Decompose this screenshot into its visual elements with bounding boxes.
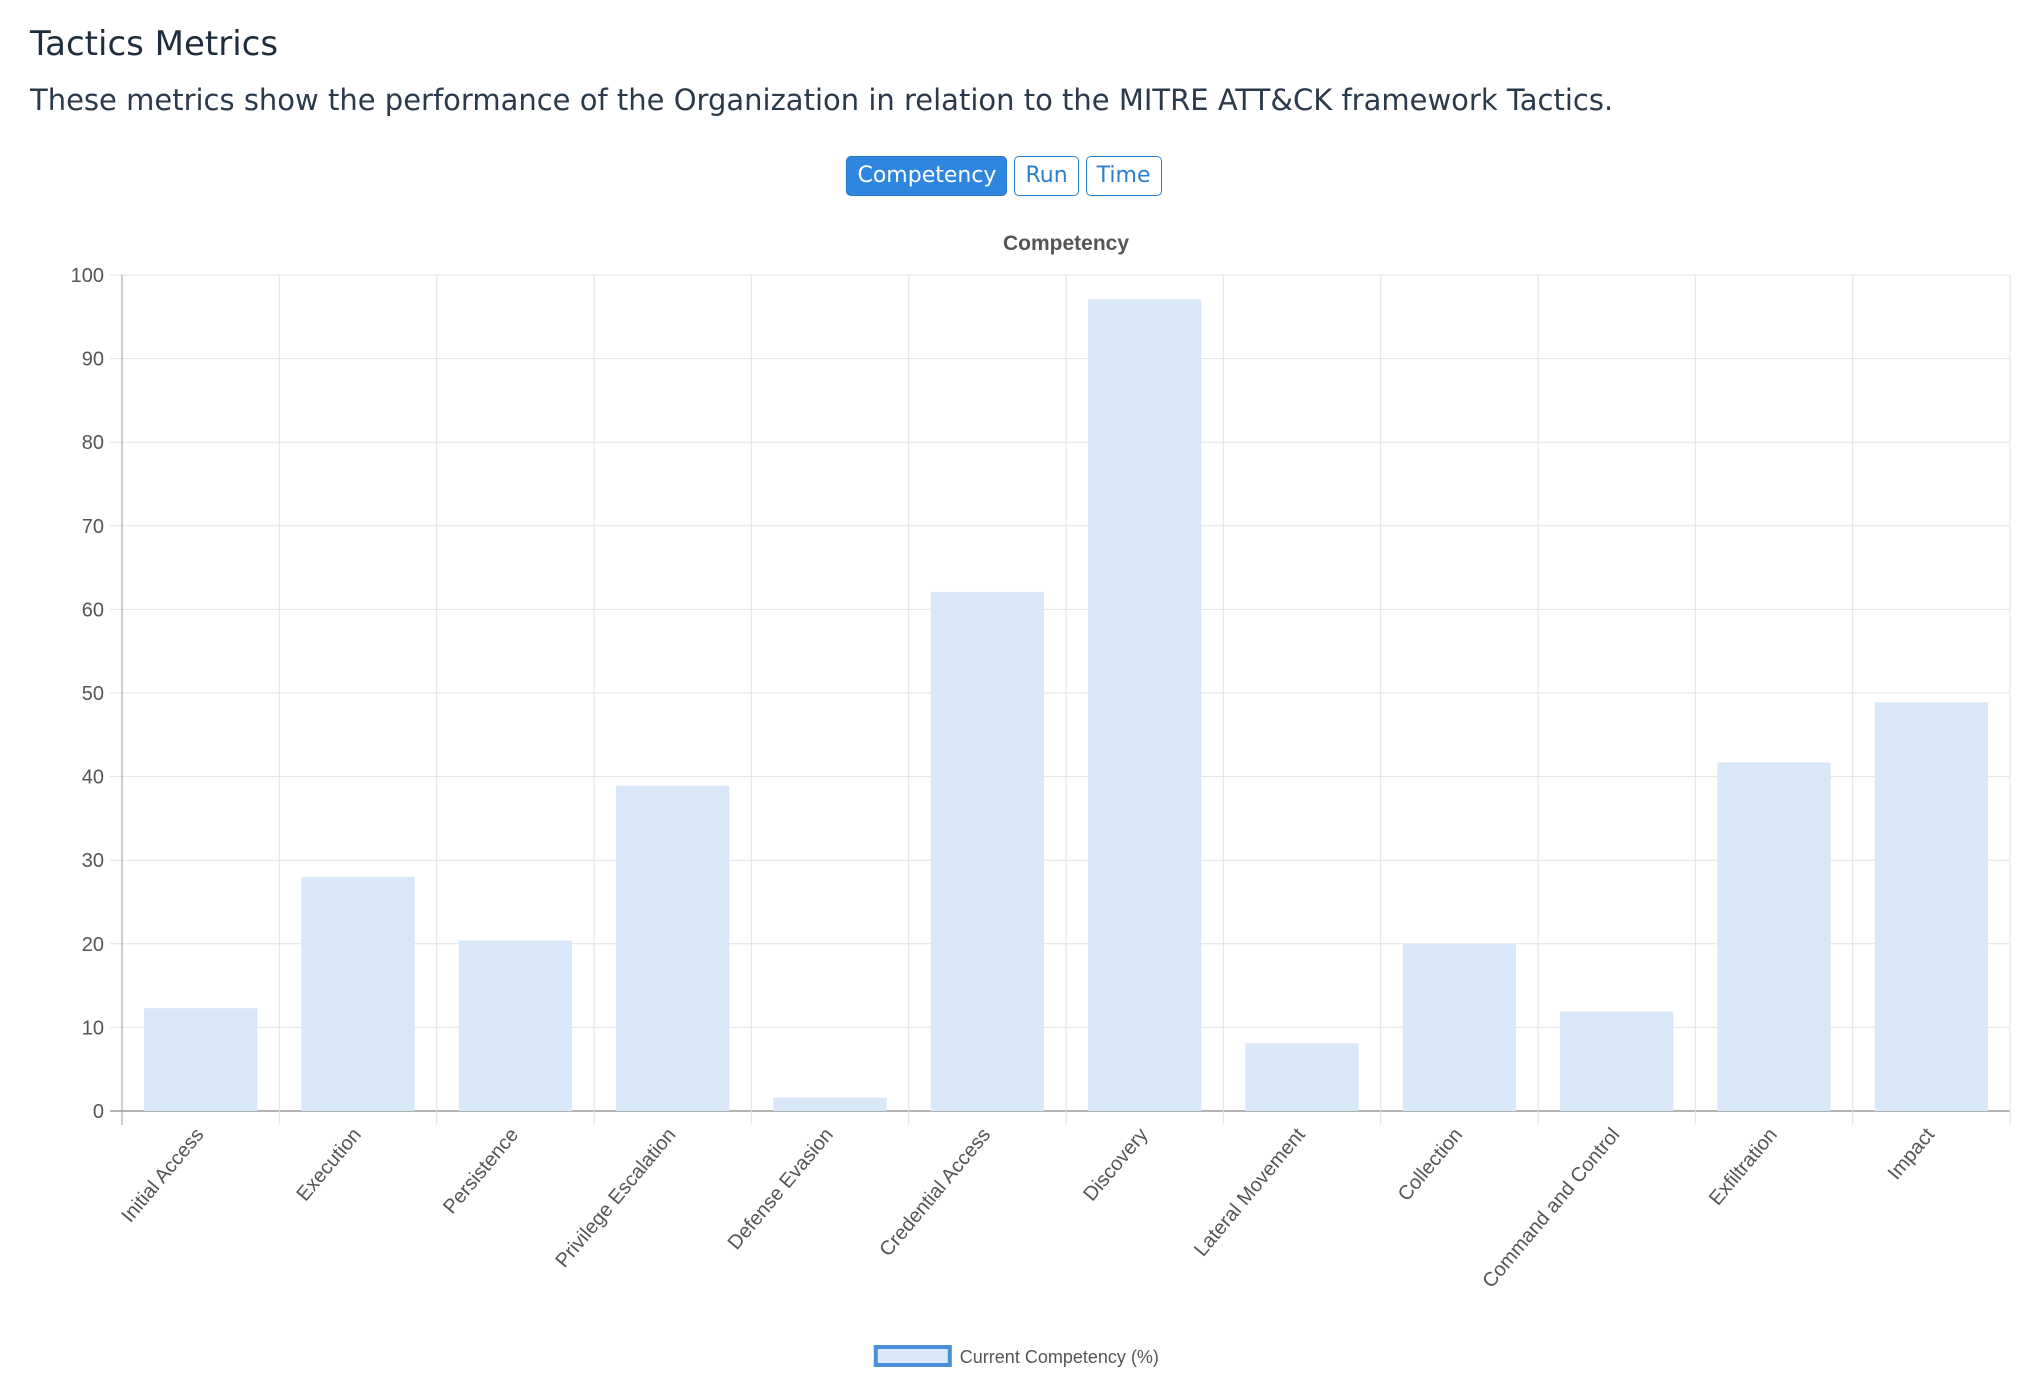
bar xyxy=(1402,943,1516,1111)
x-tick-label: Credential Access xyxy=(875,1124,995,1261)
legend-label: Current Competency (%) xyxy=(960,1347,1159,1367)
y-tick-label: 70 xyxy=(82,516,104,538)
competency-bar-chart: Competency 0 10 20 30 40 50 60 70 80 90 100 Initial … xyxy=(71,232,2011,1367)
y-tick-label: 50 xyxy=(82,683,104,705)
x-tick-label: Privilege Escalation xyxy=(551,1124,680,1272)
x-tick-label: Command and Control xyxy=(1478,1124,1624,1292)
bar xyxy=(458,940,572,1111)
legend-swatch xyxy=(873,1345,952,1367)
x-tick-label: Collection xyxy=(1394,1124,1467,1205)
y-tick-label: 10 xyxy=(82,1017,104,1039)
bar xyxy=(616,785,730,1111)
bar xyxy=(1717,762,1831,1111)
page-description: These metrics show the performance of th… xyxy=(30,83,1614,117)
competency-button[interactable]: Competency xyxy=(846,156,1008,196)
bar xyxy=(1245,1043,1359,1111)
run-button[interactable]: Run xyxy=(1014,156,1079,196)
x-tick-label: Persistence xyxy=(439,1124,523,1218)
x-tick-label: Defense Evasion xyxy=(724,1124,838,1254)
y-tick-label: 100 xyxy=(71,265,104,287)
time-button[interactable]: Time xyxy=(1085,156,1162,196)
bar xyxy=(1560,1011,1674,1111)
bar xyxy=(301,876,415,1111)
bar xyxy=(1874,702,1988,1111)
x-tick-label: Initial Access xyxy=(117,1124,208,1227)
y-tick-label: 80 xyxy=(82,432,104,454)
x-tick-label: Discovery xyxy=(1079,1124,1152,1205)
bar xyxy=(1088,299,1202,1111)
x-tick-label: Impact xyxy=(1884,1124,1940,1184)
y-tick-label: 0 xyxy=(93,1101,104,1123)
chart-title: Competency xyxy=(1003,232,1129,255)
metric-toggle-group: Competency Run Time xyxy=(0,156,2026,196)
x-tick-label: Exfiltration xyxy=(1705,1124,1782,1210)
bar xyxy=(930,591,1044,1111)
y-tick-label: 60 xyxy=(82,599,104,621)
x-tick-label: Execution xyxy=(293,1124,366,1205)
x-tick-label: Lateral Movement xyxy=(1190,1124,1310,1261)
y-tick-label: 90 xyxy=(82,349,104,371)
y-tick-label: 20 xyxy=(82,934,104,956)
page-title: Tactics Metrics xyxy=(30,24,279,64)
bar xyxy=(773,1097,887,1111)
bar xyxy=(144,1008,258,1111)
y-tick-label: 30 xyxy=(82,850,104,872)
y-tick-label: 40 xyxy=(82,767,104,789)
